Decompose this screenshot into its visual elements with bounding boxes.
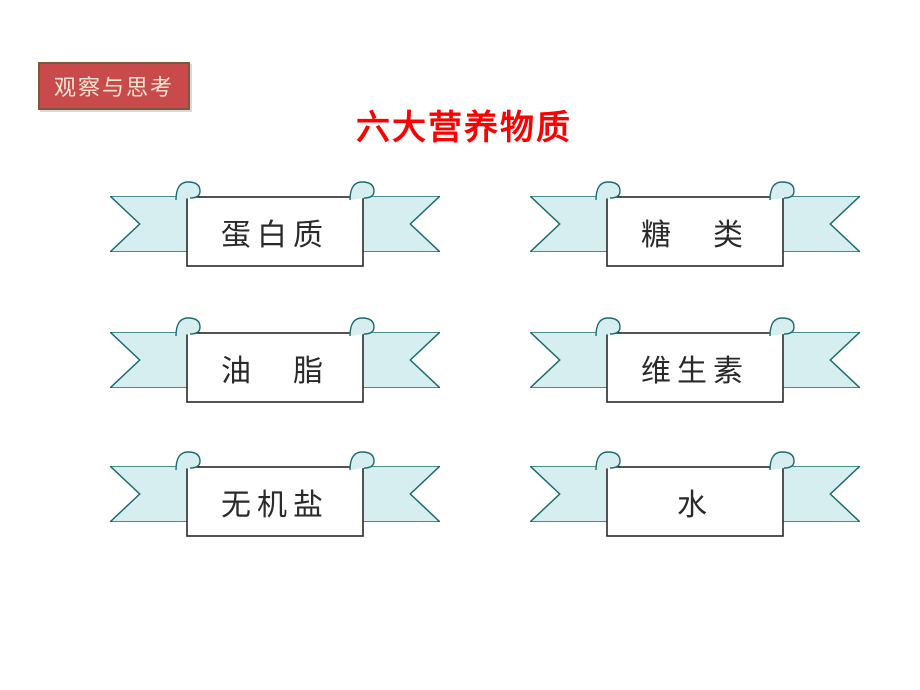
- nutrient-label: 糖 类: [641, 210, 749, 254]
- plaque-box: 糖 类: [606, 196, 784, 267]
- nutrient-label: 蛋白质: [221, 210, 329, 254]
- curl-right-icon: [768, 180, 796, 202]
- curl-right-icon: [348, 450, 376, 472]
- curl-right-icon: [768, 450, 796, 472]
- nutrient-banner: 维生素: [530, 318, 860, 403]
- nutrient-label: 无机盐: [221, 480, 329, 524]
- scroll-plaque: 糖 类: [600, 182, 790, 267]
- curl-right-icon: [348, 316, 376, 338]
- scroll-plaque: 无机盐: [180, 452, 370, 537]
- curl-right-icon: [348, 180, 376, 202]
- curl-left-icon: [174, 316, 202, 338]
- curl-left-icon: [174, 180, 202, 202]
- page-title: 六大营养物质: [356, 100, 572, 149]
- curl-left-icon: [174, 450, 202, 472]
- plaque-box: 油 脂: [186, 332, 364, 403]
- scroll-plaque: 蛋白质: [180, 182, 370, 267]
- scroll-plaque: 水: [600, 452, 790, 537]
- nutrient-label: 维生素: [641, 346, 749, 390]
- curl-right-icon: [768, 316, 796, 338]
- plaque-box: 蛋白质: [186, 196, 364, 267]
- observe-badge-text: 观察与思考: [54, 75, 174, 100]
- nutrient-banner: 蛋白质: [110, 182, 440, 267]
- scroll-plaque: 油 脂: [180, 318, 370, 403]
- nutrient-label: 油 脂: [221, 346, 329, 390]
- plaque-box: 维生素: [606, 332, 784, 403]
- plaque-box: 无机盐: [186, 466, 364, 537]
- nutrient-banner: 油 脂: [110, 318, 440, 403]
- plaque-box: 水: [606, 466, 784, 537]
- nutrient-label: 水: [677, 480, 713, 524]
- nutrient-banner: 水: [530, 452, 860, 537]
- observe-badge: 观察与思考: [38, 62, 190, 110]
- curl-left-icon: [594, 180, 622, 202]
- curl-left-icon: [594, 450, 622, 472]
- nutrient-banner: 无机盐: [110, 452, 440, 537]
- curl-left-icon: [594, 316, 622, 338]
- nutrient-banner: 糖 类: [530, 182, 860, 267]
- scroll-plaque: 维生素: [600, 318, 790, 403]
